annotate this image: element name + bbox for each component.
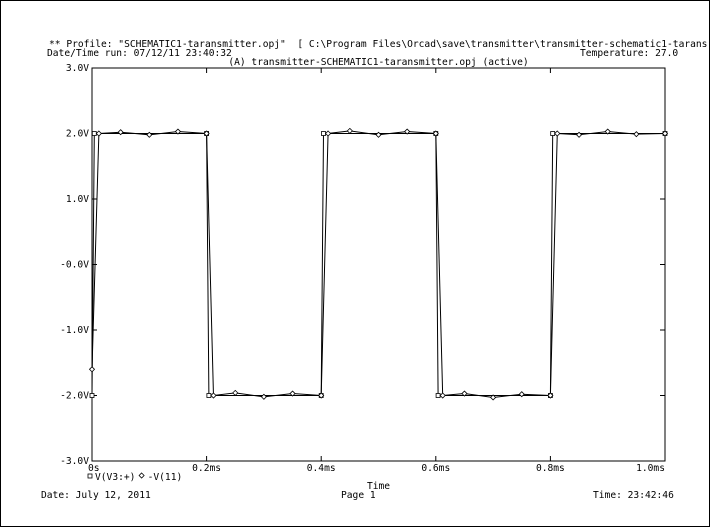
series-point-1: [206, 393, 212, 398]
footer-time: Time: 23:42:46: [593, 490, 674, 501]
series-point-2: [461, 390, 468, 397]
series-point-2: [439, 392, 446, 399]
temperature: Temperature: 27.0: [580, 48, 679, 59]
legend-entry-2: -V(11): [148, 472, 183, 483]
series-point-2: [174, 128, 182, 135]
series-point-2: [547, 392, 554, 399]
plot-title: (A) transmitter-SCHEMATIC1-taransmitter.…: [228, 57, 528, 68]
series-line-1: [91, 133, 665, 396]
series-point-2: [490, 394, 497, 401]
series-point-2: [117, 129, 124, 136]
y-tick-label: -1.0V: [60, 325, 89, 336]
series-point-2: [604, 128, 611, 135]
x-tick-label: 0.4ms: [307, 463, 336, 474]
series-point-2: [633, 131, 640, 138]
series-point-2: [318, 392, 325, 399]
series-point-2: [260, 393, 267, 400]
profile-line: ** Profile: "SCHEMATIC1-taransmitter.opj…: [49, 39, 708, 50]
x-tick-label: 0.2ms: [192, 463, 221, 474]
series-point-2: [88, 366, 96, 373]
series-point-2: [375, 131, 382, 138]
y-tick-label: -0.0V: [60, 260, 89, 271]
y-tick-label: 2.0V: [66, 129, 89, 140]
series-point-2: [575, 131, 583, 138]
series-point-2: [210, 392, 217, 399]
y-tick-label: -2.0V: [60, 391, 89, 402]
y-tick-label: -3.0V: [60, 456, 89, 467]
series-point-1: [321, 131, 326, 136]
series-point-2: [146, 131, 153, 138]
series-point-2: [346, 127, 353, 134]
series-point-2: [95, 130, 102, 137]
legend-marker-diamond: [138, 472, 145, 479]
y-tick-label: 1.0V: [66, 194, 89, 205]
series-point-2: [518, 391, 525, 398]
series-point-2: [404, 128, 411, 135]
x-tick-label: 0.8ms: [536, 463, 565, 474]
date-time-run: Date/Time run: 07/12/11 23:40:32: [47, 48, 232, 59]
x-tick-label: 0s: [88, 463, 100, 474]
series-point-2: [554, 130, 561, 137]
legend-entry-1: V(V3:+): [95, 472, 135, 483]
y-tick-label: 3.0V: [66, 63, 89, 74]
x-tick-label: 0.6ms: [421, 463, 450, 474]
series-point-1: [91, 131, 97, 136]
x-axis-label: Time: [367, 481, 390, 492]
footer-page: Page 1: [341, 490, 376, 501]
legend-marker-square: [87, 473, 93, 479]
series-point-2: [289, 390, 296, 397]
series-line-2: [91, 130, 666, 398]
series-point-2: [661, 130, 669, 137]
x-tick-label: 1.0ms: [636, 463, 665, 474]
footer-date: Date: July 12, 2011: [41, 490, 151, 501]
series-point-1: [89, 393, 95, 398]
series-point-1: [435, 393, 441, 398]
series-point-1: [550, 131, 556, 136]
series-point-2: [325, 130, 332, 137]
plot-area: [91, 67, 666, 462]
series-point-2: [432, 130, 439, 137]
series-point-2: [203, 130, 210, 137]
series-point-2: [232, 389, 239, 396]
